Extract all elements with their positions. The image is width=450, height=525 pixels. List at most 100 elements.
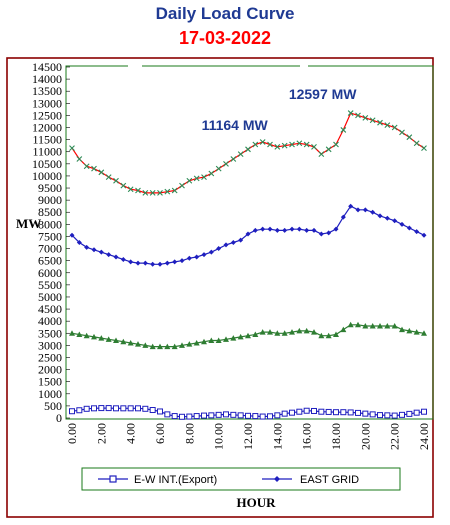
x-tick-label: 4.00 — [124, 423, 138, 444]
data-point — [259, 413, 266, 420]
data-point — [230, 411, 237, 418]
data-point — [289, 329, 295, 335]
x-tick-label: 12.00 — [241, 423, 255, 450]
data-point — [296, 327, 303, 334]
data-point — [267, 413, 273, 420]
data-point — [113, 405, 119, 412]
data-point — [369, 411, 376, 418]
data-point — [303, 407, 310, 414]
y-tick-label: 9500 — [38, 181, 62, 195]
data-point — [142, 405, 149, 412]
x-tick-label: 8.00 — [182, 423, 196, 444]
data-point — [399, 129, 405, 136]
data-point — [157, 343, 163, 350]
data-point — [318, 151, 325, 158]
data-point — [230, 335, 237, 341]
y-tick-label: 6500 — [38, 254, 62, 268]
data-point — [76, 407, 83, 414]
data-point — [369, 323, 376, 329]
data-point — [215, 337, 222, 344]
data-point — [347, 409, 354, 416]
data-point — [362, 410, 369, 417]
data-point — [296, 226, 302, 232]
data-point — [208, 412, 215, 419]
data-point — [216, 246, 222, 252]
data-point — [186, 177, 193, 184]
data-point — [164, 260, 170, 266]
x-tick-label: 14.00 — [270, 423, 284, 450]
data-point — [193, 339, 200, 346]
data-point — [391, 323, 398, 329]
x-tick-label: 6.00 — [153, 423, 167, 444]
data-point — [193, 413, 200, 420]
data-point — [325, 146, 332, 153]
data-point — [355, 409, 361, 416]
x-tick-label: 2.00 — [94, 423, 108, 444]
data-point — [208, 337, 215, 344]
chart-title: Daily Load Curve — [155, 4, 295, 23]
data-point — [238, 237, 244, 243]
data-point — [120, 256, 126, 262]
series-ew-int-export — [69, 405, 427, 420]
data-point — [149, 343, 156, 350]
data-point — [193, 175, 200, 182]
data-point — [281, 410, 288, 417]
data-point — [69, 330, 75, 336]
legend: E-W INT.(Export) EAST GRID — [81, 467, 401, 491]
data-point — [113, 177, 119, 184]
data-point — [223, 336, 229, 342]
data-point — [384, 215, 390, 221]
data-point — [392, 218, 398, 224]
data-point — [260, 226, 266, 232]
data-point — [237, 151, 244, 158]
y-tick-label: 14500 — [32, 60, 62, 74]
data-point — [384, 412, 391, 419]
data-point — [259, 139, 266, 145]
data-point — [414, 229, 420, 235]
data-point — [149, 189, 156, 196]
data-point — [91, 165, 97, 172]
y-tick-label: 10500 — [32, 157, 62, 171]
peak-annotation: 11164 MW — [202, 117, 269, 133]
data-point — [274, 330, 281, 336]
data-point — [91, 333, 97, 340]
series-east-grid — [69, 203, 427, 267]
y-tick-label: 2000 — [38, 363, 62, 377]
annotation-layer: 11164 MW 12597 MW — [202, 86, 358, 133]
y-tick-label: 6000 — [38, 266, 62, 280]
y-tick-label: 13000 — [32, 96, 62, 110]
data-point — [281, 142, 288, 149]
data-point — [172, 259, 178, 265]
data-point — [127, 186, 134, 193]
data-point — [289, 141, 295, 148]
y-axis-label: MW — [16, 216, 41, 231]
data-point — [326, 230, 332, 236]
data-point — [164, 343, 171, 350]
x-tick-label: 10.00 — [212, 423, 226, 450]
data-point — [421, 330, 427, 336]
data-point — [347, 321, 354, 328]
chart-subtitle-date: 17-03-2022 — [178, 28, 272, 48]
data-point — [333, 409, 339, 416]
data-point — [311, 329, 317, 335]
data-point — [142, 342, 149, 348]
data-point — [237, 412, 244, 419]
data-point — [377, 119, 383, 126]
data-point — [120, 182, 127, 189]
y-tick-label: 11000 — [32, 145, 62, 159]
series-load-curve — [69, 110, 427, 196]
data-point — [406, 327, 413, 334]
data-point — [76, 240, 82, 245]
x-tick-label: 20.00 — [358, 423, 372, 450]
data-point — [98, 249, 104, 255]
data-point — [171, 413, 178, 420]
data-point — [83, 405, 90, 412]
data-point — [142, 260, 148, 266]
data-point — [223, 242, 229, 248]
data-point — [208, 170, 215, 177]
data-point — [333, 331, 339, 337]
data-point — [69, 145, 75, 151]
data-point — [355, 321, 361, 328]
data-point — [362, 323, 369, 329]
data-point — [179, 182, 185, 189]
